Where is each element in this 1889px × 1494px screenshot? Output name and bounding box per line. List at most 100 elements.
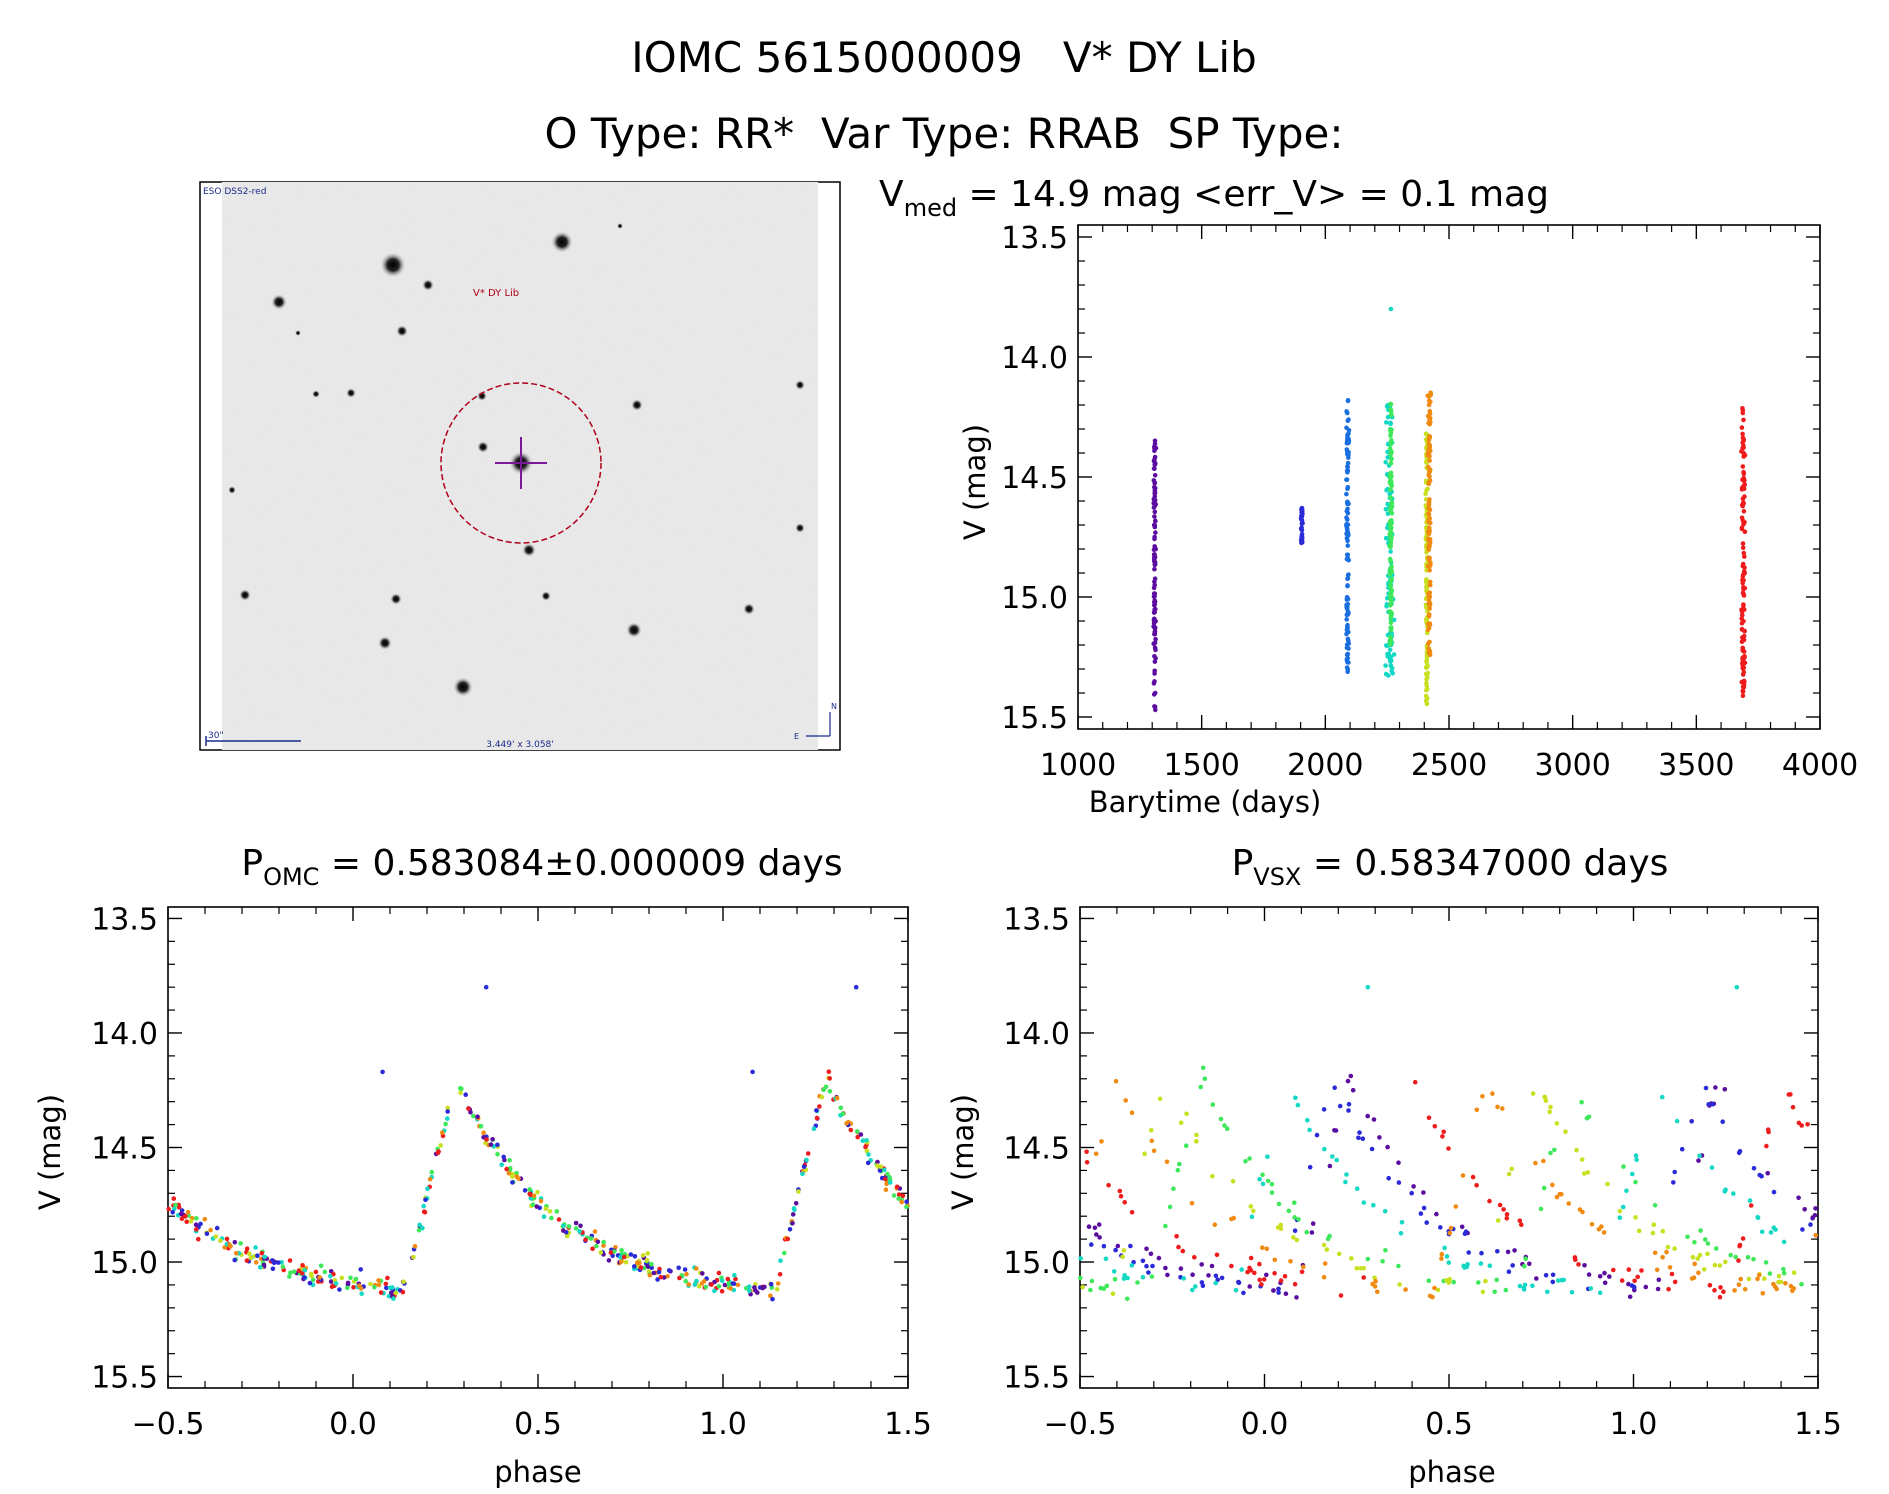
data-point (1345, 464, 1350, 470)
data-point (173, 1202, 178, 1208)
data-point (1152, 484, 1157, 490)
data-point (1345, 470, 1350, 475)
data-point (1152, 640, 1158, 645)
data-point (1396, 1180, 1402, 1185)
data-point (1555, 1278, 1561, 1283)
x-tick-label: 1.5 (884, 1407, 932, 1442)
phase-omc-title-rest: = 0.583084±0.000009 days (319, 843, 842, 884)
data-point (1751, 1256, 1756, 1262)
data-point (778, 1258, 783, 1263)
data-point (1261, 1277, 1267, 1282)
data-point (883, 1176, 888, 1182)
data-point (1117, 1188, 1123, 1194)
data-point (1111, 1269, 1117, 1274)
data-point (1293, 1095, 1298, 1101)
data-point (1685, 1234, 1690, 1240)
data-point (1122, 1200, 1127, 1205)
data-point (1345, 1078, 1351, 1084)
data-point (1152, 609, 1157, 615)
data-point (543, 1206, 549, 1211)
data-point (826, 1069, 832, 1074)
data-point (1236, 1280, 1242, 1286)
data-point (270, 1266, 276, 1272)
data-point (1741, 669, 1747, 675)
data-point (1740, 659, 1746, 664)
data-point (1679, 1146, 1685, 1152)
data-point (1184, 1111, 1189, 1117)
data-point (790, 1212, 796, 1217)
x-tick-label: 0.5 (1425, 1407, 1473, 1442)
data-point (218, 1238, 223, 1243)
data-point (372, 1284, 377, 1290)
data-point (875, 1163, 880, 1168)
data-point (1741, 509, 1747, 514)
data-point (1260, 1245, 1265, 1250)
data-point (1304, 1229, 1309, 1235)
data-point (1695, 1256, 1700, 1261)
y-tick-label: 14.5 (91, 1132, 158, 1167)
data-point (647, 1273, 653, 1278)
data-point (1563, 1129, 1568, 1134)
data-point (694, 1266, 699, 1271)
data-point (1265, 1154, 1270, 1159)
data-point (280, 1264, 286, 1269)
data-point (1660, 1255, 1665, 1260)
data-point (1098, 1285, 1103, 1291)
data-point (1307, 1164, 1313, 1170)
data-point (595, 1239, 601, 1245)
data-point (1721, 1289, 1726, 1294)
data-point (1478, 1261, 1484, 1266)
data-point (877, 1168, 883, 1173)
data-point (1620, 1204, 1626, 1210)
data-point (1129, 1110, 1135, 1115)
data-point (1633, 1215, 1638, 1220)
data-point (1360, 1136, 1366, 1141)
data-point (840, 1111, 846, 1116)
data-point (1209, 1263, 1215, 1269)
data-point (1385, 1144, 1390, 1150)
data-point (1632, 1278, 1637, 1284)
data-point (1500, 1106, 1505, 1111)
data-point (1361, 1200, 1367, 1205)
data-point (1733, 1254, 1738, 1260)
data-point (1389, 589, 1394, 595)
data-point (1257, 1176, 1262, 1182)
data-point (1189, 1200, 1195, 1206)
x-tick-label: 2500 (1411, 748, 1487, 783)
data-point (1346, 431, 1351, 436)
data-point (1617, 1208, 1623, 1214)
data-point (1152, 631, 1157, 637)
data-point (1248, 1204, 1254, 1209)
phase-vsx-title-main: P (1232, 843, 1254, 884)
data-point (436, 1149, 441, 1154)
data-point (1388, 549, 1393, 554)
data-point (287, 1258, 293, 1263)
data-point (1740, 464, 1746, 469)
data-point (1740, 1236, 1746, 1241)
data-point (1361, 1275, 1366, 1280)
data-point (722, 1282, 728, 1288)
data-point (1790, 1104, 1796, 1110)
data-point (1597, 1290, 1603, 1296)
data-point (1152, 671, 1157, 676)
data-point (244, 1246, 250, 1251)
data-point (1426, 437, 1432, 443)
data-point (247, 1251, 252, 1256)
data-point (608, 1250, 614, 1255)
data-point (1113, 1078, 1119, 1084)
data-point (329, 1284, 335, 1290)
data-point (1737, 1243, 1742, 1249)
data-point (279, 1260, 284, 1265)
data-point (1301, 1264, 1306, 1270)
data-point (1276, 1201, 1282, 1207)
data-point (1696, 1270, 1701, 1276)
data-point (1741, 438, 1746, 443)
data-point (1388, 433, 1393, 439)
data-point (896, 1196, 901, 1201)
data-point (1251, 1208, 1256, 1214)
star (380, 252, 406, 278)
data-point (894, 1184, 900, 1190)
data-point (1460, 1173, 1466, 1178)
data-point (1239, 1267, 1244, 1272)
data-point (1427, 1293, 1433, 1299)
